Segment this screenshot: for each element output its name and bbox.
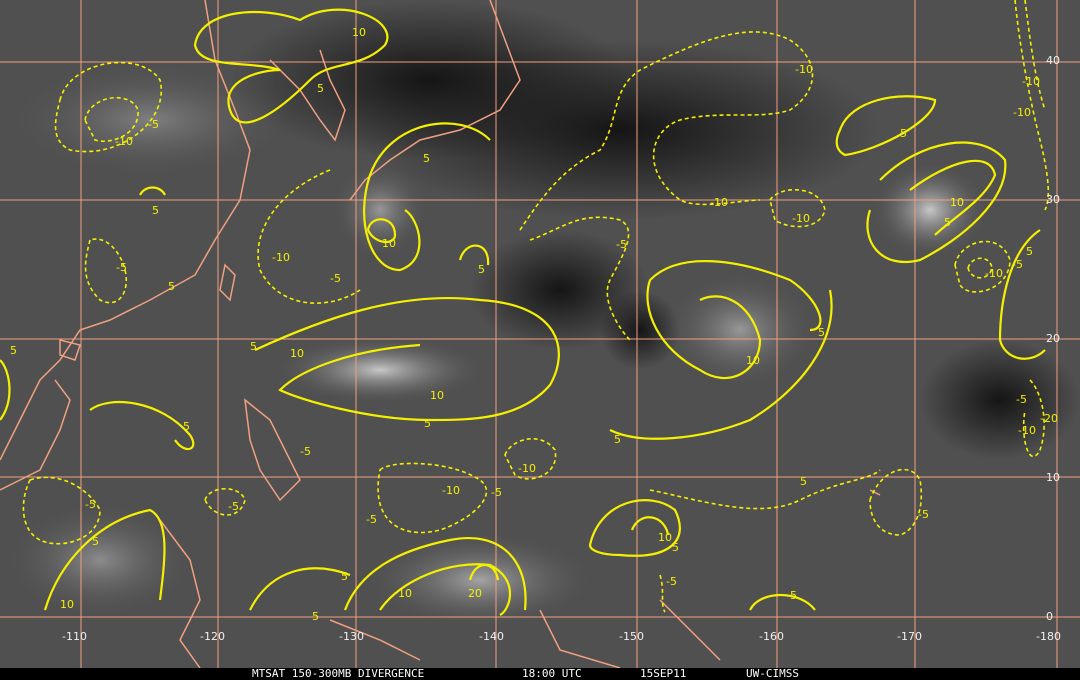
contour-label: 5: [478, 263, 485, 276]
contour-label: 5: [92, 535, 99, 548]
contour-label: -10: [1018, 424, 1036, 437]
lat-label: 0: [1046, 610, 1053, 623]
contour-label: 20: [468, 587, 482, 600]
contour-label: -5: [918, 508, 929, 521]
contour-label: 5: [250, 340, 257, 353]
contour-label: -5: [300, 445, 311, 458]
contour-label: 5: [168, 280, 175, 293]
contour-label: 10: [658, 531, 672, 544]
contour-label: -10: [792, 212, 810, 225]
lon-label: -160: [759, 630, 784, 643]
divergence-contours: [0, 0, 1050, 616]
lon-label: -120: [200, 630, 225, 643]
contour-label: 10: [290, 347, 304, 360]
contour-label: -5: [666, 575, 677, 588]
lat-label: 20: [1046, 332, 1060, 345]
contour-label: 10: [430, 389, 444, 402]
contour-label: -10: [1013, 106, 1031, 119]
contour-label: -20: [1040, 412, 1058, 425]
latitude-labels: 40 30 20 10 0: [1046, 54, 1060, 623]
contour-label: 5: [1026, 245, 1033, 258]
contour-label: 10: [746, 354, 760, 367]
lon-label: -140: [479, 630, 504, 643]
contour-label: -10: [272, 251, 290, 264]
contour-label: 5: [152, 204, 159, 217]
contour-label: 5: [317, 82, 324, 95]
contour-label: 5: [800, 475, 807, 488]
lon-label: -130: [339, 630, 364, 643]
contour-label: 5: [341, 570, 348, 583]
contour-label: 10: [60, 598, 74, 611]
caption-bar: MTSAT 150-300MB DIVERGENCE 18:00 UTC 15S…: [0, 668, 1080, 680]
contour-label: 5: [672, 541, 679, 554]
lon-label: -170: [897, 630, 922, 643]
contour-label: -5: [1016, 393, 1027, 406]
contour-label: -10: [985, 267, 1003, 280]
product-name: MTSAT 150-300MB DIVERGENCE: [252, 667, 425, 680]
contour-label: 5: [900, 127, 907, 140]
contour-label: -5: [491, 486, 502, 499]
contour-labels: 10 5 -10 -5 5 -10 10 5 -5 -10 5 5 -10 -5…: [10, 26, 1058, 623]
lat-label: 10: [1046, 471, 1060, 484]
contour-label: -5: [228, 500, 239, 513]
contour-label: 5: [423, 152, 430, 165]
source-label: UW-CIMSS: [746, 667, 799, 680]
contour-label: -10: [518, 462, 536, 475]
contour-label: 5: [614, 433, 621, 446]
longitude-labels: -110 -120 -130 -140 -150 -160 -170 -180: [62, 630, 1061, 643]
contour-label: 10: [382, 237, 396, 250]
contour-label: -5: [616, 238, 627, 251]
contour-label: 10: [398, 587, 412, 600]
contour-label: -5: [366, 513, 377, 526]
contour-label: 5: [312, 610, 319, 623]
lon-label: -150: [619, 630, 644, 643]
contour-label: 5: [10, 344, 17, 357]
valid-time: 18:00 UTC: [522, 667, 582, 680]
contour-label: -10: [442, 484, 460, 497]
contour-label: -5: [148, 118, 159, 131]
contour-label: -5: [330, 272, 341, 285]
coastlines: [0, 0, 881, 668]
contour-label: -5: [116, 261, 127, 274]
contour-label: 5: [790, 589, 797, 602]
lon-label: -180: [1036, 630, 1061, 643]
lat-label: 30: [1046, 193, 1060, 206]
contour-label: 5: [183, 420, 190, 433]
contour-label: -5: [85, 498, 96, 511]
contour-label: -5: [1012, 258, 1023, 271]
lat-label: 40: [1046, 54, 1060, 67]
lon-label: -110: [62, 630, 87, 643]
contour-label: -10: [115, 135, 133, 148]
contour-label: 10: [950, 196, 964, 209]
contour-label: 5: [424, 417, 431, 430]
valid-date: 15SEP11: [640, 667, 687, 680]
contour-label: 10: [352, 26, 366, 39]
contour-label: -10: [795, 63, 813, 76]
contour-label: -10: [710, 196, 728, 209]
contour-label: -10: [1022, 75, 1040, 88]
contour-label: 5: [944, 216, 951, 229]
contour-label: 5: [818, 326, 825, 339]
